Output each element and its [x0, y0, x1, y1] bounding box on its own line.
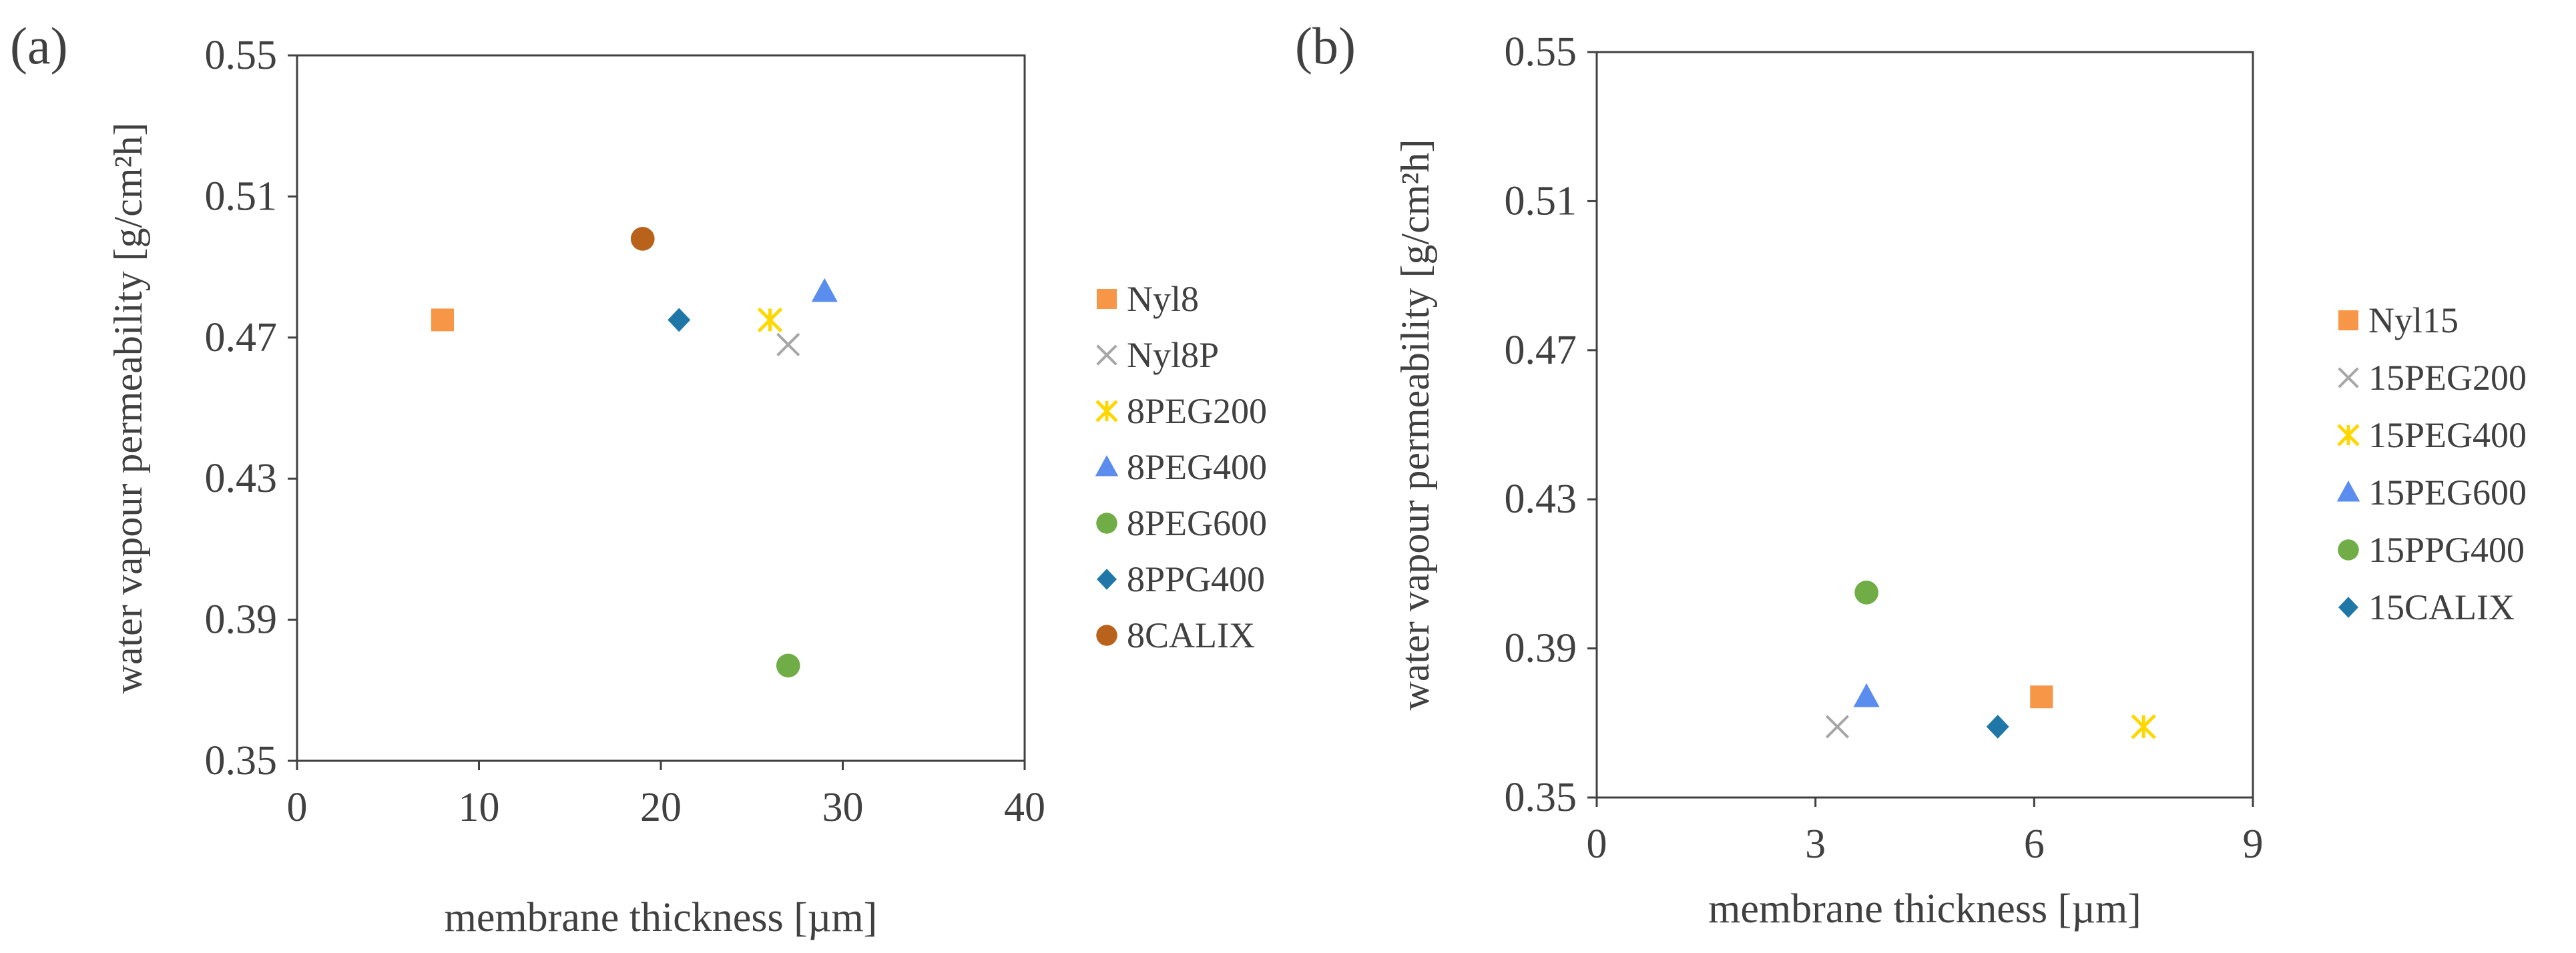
legend-marker-8peg400[interactable]	[1095, 455, 1119, 476]
legend: Nyl8 Nyl8P 8PEG200 8PEG400 8PEG600 8PPG400 8CA…	[1095, 279, 1267, 655]
legend-marker-nyl15[interactable]	[2338, 310, 2358, 330]
legend-item: 8PEG400	[1095, 447, 1267, 487]
legend-label: 15PEG400	[2368, 415, 2527, 455]
data-point-15ppg400[interactable]	[1854, 580, 1878, 605]
legend-item: 15PEG400	[2337, 415, 2527, 455]
legend-marker-15ppg400[interactable]	[2338, 539, 2359, 561]
y-tick-label: 0.55	[1505, 29, 1577, 75]
legend-item: 15CALIX	[2338, 587, 2515, 627]
legend-marker-15calix[interactable]	[2338, 597, 2358, 618]
legend-label: 8PEG400	[1127, 447, 1267, 487]
legend-marker-nyl8[interactable]	[1097, 289, 1117, 309]
x-tick-label: 9	[2243, 822, 2264, 867]
legend-item: 8PPG400	[1097, 559, 1265, 599]
chart-panel-b: (b) 0.35 0.39 0.43 0.47 0.51 0.55 0 3 6 9 membrane …	[1295, 17, 2527, 932]
x-axis-label: membrane thickness [µm]	[1708, 886, 2141, 932]
legend-marker-8ppg400[interactable]	[1097, 569, 1117, 590]
legend-item: Nyl8	[1097, 279, 1199, 319]
data-point-8peg200[interactable]	[757, 307, 783, 333]
x-axis-label: membrane thickness [µm]	[445, 895, 878, 940]
legend-item: 15PPG400	[2338, 530, 2525, 570]
legend-label: 15PPG400	[2368, 530, 2525, 570]
panel-label: (b)	[1295, 17, 1356, 75]
data-point-8peg600[interactable]	[776, 653, 800, 678]
y-axis-label: water vapour permeability [g/cm²h]	[106, 123, 150, 694]
y-axis-label: water vapour permeability [g/cm²h]	[1393, 139, 1437, 711]
x-tick-label: 0	[1587, 822, 1607, 867]
x-tick-label: 6	[2024, 822, 2045, 867]
plot-area	[1595, 51, 2254, 799]
chart-panel-a: (a) 0.35 0.39 0.43 0.47 0.51 0.55 0 10 20 30 40 memb…	[10, 17, 1267, 940]
legend-item: 8PEG200	[1095, 391, 1267, 431]
y-tick-label: 0.55	[205, 33, 278, 78]
y-tick-label: 0.43	[205, 456, 278, 501]
legend-item: 15PEG600	[2336, 472, 2527, 513]
data-point-15peg600[interactable]	[1853, 683, 1880, 707]
legend-label: 8PEG600	[1127, 503, 1267, 543]
data-point-nyl8[interactable]	[431, 308, 454, 332]
y-tick-label: 0.35	[205, 738, 278, 783]
x-tick-label: 0	[287, 785, 308, 830]
data-point-15calix[interactable]	[1986, 715, 2009, 739]
legend-label: 15CALIX	[2368, 587, 2515, 627]
y-tick-label: 0.39	[1505, 626, 1577, 671]
legend: Nyl15 15PEG200 15PEG400 15PEG600 15PPG400 15C…	[2336, 300, 2527, 627]
data-point-15peg400[interactable]	[2131, 714, 2156, 739]
data-point-nyl8p[interactable]	[776, 332, 800, 356]
data-point-8ppg400[interactable]	[668, 308, 691, 332]
legend-label: 8PPG400	[1127, 559, 1265, 599]
x-tick-label: 10	[459, 785, 500, 830]
legend-label: Nyl8P	[1127, 335, 1219, 375]
data-point-8calix[interactable]	[630, 226, 655, 251]
legend-marker-8peg600[interactable]	[1096, 513, 1117, 534]
legend-marker-15peg400[interactable]	[2337, 424, 2360, 446]
legend-item: 15PEG200	[2338, 358, 2527, 398]
x-tick-label: 20	[640, 785, 682, 830]
legend-item: Nyl15	[2338, 300, 2459, 340]
y-tick-label: 0.35	[1505, 775, 1577, 820]
legend-item: Nyl8P	[1096, 335, 1219, 375]
legend-item: 8CALIX	[1096, 615, 1255, 655]
legend-label: Nyl8	[1127, 279, 1199, 319]
legend-label: 8PEG200	[1127, 391, 1267, 431]
legend-marker-15peg600[interactable]	[2336, 481, 2360, 502]
y-tick-label: 0.51	[205, 174, 278, 219]
x-tick-label: 30	[822, 785, 864, 830]
plot-area	[296, 54, 1026, 762]
data-point-8peg400[interactable]	[811, 278, 838, 302]
legend-label: 15PEG600	[2368, 472, 2527, 513]
legend-marker-15peg200[interactable]	[2338, 367, 2359, 388]
y-tick-label: 0.51	[1505, 178, 1577, 224]
y-tick-label: 0.47	[1505, 328, 1577, 373]
legend-marker-nyl8p[interactable]	[1096, 344, 1117, 366]
data-point-nyl15[interactable]	[2030, 685, 2053, 709]
y-tick-label: 0.39	[205, 597, 278, 643]
legend-marker-8calix[interactable]	[1096, 625, 1117, 646]
legend-label: Nyl15	[2368, 300, 2459, 340]
data-point-15peg200[interactable]	[1825, 715, 1849, 739]
legend-label: 8CALIX	[1127, 615, 1255, 655]
legend-item: 8PEG600	[1096, 503, 1267, 543]
x-tick-label: 40	[1004, 785, 1045, 830]
legend-marker-8peg200[interactable]	[1095, 400, 1118, 422]
legend-label: 15PEG200	[2368, 358, 2527, 398]
y-tick-label: 0.43	[1505, 476, 1577, 522]
y-tick-label: 0.47	[205, 315, 278, 360]
x-tick-label: 3	[1805, 822, 1826, 867]
panel-label: (a)	[10, 17, 68, 75]
